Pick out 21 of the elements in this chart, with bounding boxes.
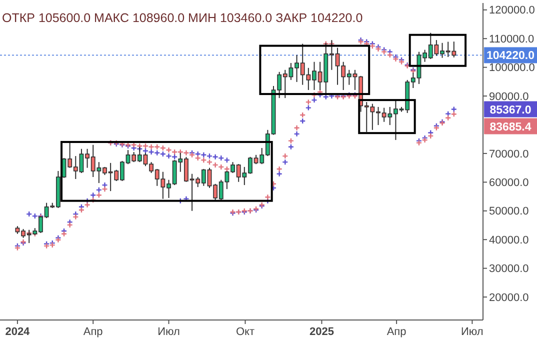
- text: 85367.0: [490, 104, 532, 116]
- x-tick-label: 2024: [5, 326, 31, 338]
- y-tick-label: 50000.0: [489, 206, 529, 218]
- x-tick-label: 2025: [309, 326, 334, 338]
- ref-line-label: 104220.0: [486, 50, 534, 62]
- y-tick-label: 110000.0: [489, 33, 534, 46]
- x-tick-label: Июл: [461, 326, 484, 338]
- x-tick-label: Апр: [83, 326, 103, 338]
- x-tick-label: Апр: [386, 326, 406, 338]
- y-tick-label: 30000.0: [489, 263, 529, 276]
- y-tick-label: 60000.0: [489, 177, 529, 190]
- y-tick-label: 20000.0: [489, 292, 529, 304]
- y-tick-label: 70000.0: [489, 148, 529, 160]
- x-tick-label: Июл: [158, 326, 180, 338]
- y-tick-label: 90000.0: [489, 90, 529, 103]
- y-tick-label: 100000.0: [489, 62, 535, 74]
- y-tick-label: 40000.0: [489, 234, 529, 246]
- x-tick-label: Окт: [236, 326, 255, 338]
- y-tick-label: 120000.0: [489, 4, 535, 17]
- text: 83685.4: [490, 121, 532, 134]
- text: ОТКР 105600.0 МАКС 108960.0 МИН 103460.0 ЗАКР 104220.0: [2, 11, 363, 25]
